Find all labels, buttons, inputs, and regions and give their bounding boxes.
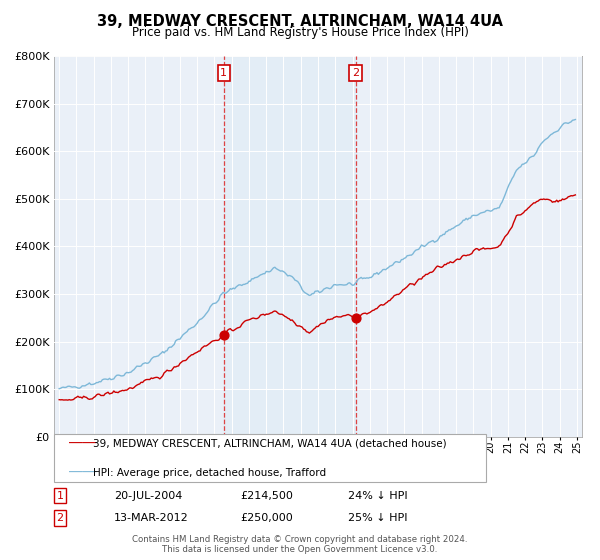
Text: ――: ―― <box>69 466 97 480</box>
Text: 1: 1 <box>56 491 64 501</box>
Text: Price paid vs. HM Land Registry's House Price Index (HPI): Price paid vs. HM Land Registry's House … <box>131 26 469 39</box>
Text: This data is licensed under the Open Government Licence v3.0.: This data is licensed under the Open Gov… <box>163 545 437 554</box>
Point <box>219 330 229 339</box>
Text: 25% ↓ HPI: 25% ↓ HPI <box>348 513 407 523</box>
Text: £214,500: £214,500 <box>240 491 293 501</box>
Text: 39, MEDWAY CRESCENT, ALTRINCHAM, WA14 4UA: 39, MEDWAY CRESCENT, ALTRINCHAM, WA14 4U… <box>97 14 503 29</box>
Text: ――: ―― <box>69 437 97 450</box>
Text: 20-JUL-2004: 20-JUL-2004 <box>114 491 182 501</box>
Text: 2: 2 <box>56 513 64 523</box>
Bar <box>224 56 356 437</box>
Text: 39, MEDWAY CRESCENT, ALTRINCHAM, WA14 4UA (detached house): 39, MEDWAY CRESCENT, ALTRINCHAM, WA14 4U… <box>93 438 446 449</box>
Point <box>351 314 361 323</box>
Text: 24% ↓ HPI: 24% ↓ HPI <box>348 491 407 501</box>
Text: £250,000: £250,000 <box>240 513 293 523</box>
Text: HPI: Average price, detached house, Trafford: HPI: Average price, detached house, Traf… <box>93 468 326 478</box>
Text: 1: 1 <box>220 68 227 78</box>
Text: 2: 2 <box>352 68 359 78</box>
Text: 13-MAR-2012: 13-MAR-2012 <box>114 513 189 523</box>
Text: Contains HM Land Registry data © Crown copyright and database right 2024.: Contains HM Land Registry data © Crown c… <box>132 535 468 544</box>
